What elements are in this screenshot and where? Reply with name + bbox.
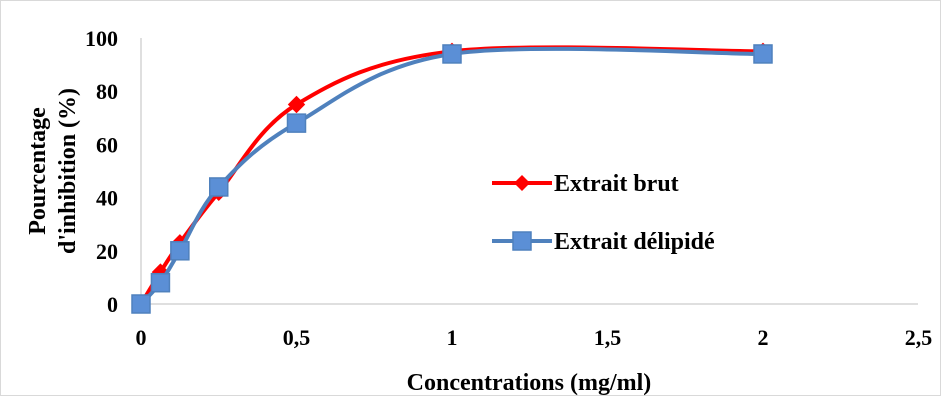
x-tick-label: 1 bbox=[447, 325, 458, 350]
legend-label: Extrait délipidé bbox=[554, 229, 715, 255]
series-layer bbox=[131, 42, 773, 314]
y-tick-label: 0 bbox=[107, 292, 118, 317]
y-axis-title-line: d'inhibition (%) bbox=[55, 88, 81, 254]
y-axis-title-line: Pourcentage bbox=[25, 107, 51, 235]
y-axis-title: Pourcentage d'inhibition (%) bbox=[25, 88, 81, 254]
legend: Extrait brut Extrait délipidé bbox=[492, 171, 715, 255]
legend-label: Extrait brut bbox=[554, 171, 679, 197]
data-point-square bbox=[442, 44, 462, 64]
y-tick-label: 20 bbox=[96, 239, 118, 264]
y-tick-label: 60 bbox=[96, 132, 118, 157]
data-point-diamond bbox=[287, 95, 306, 114]
data-point-square bbox=[150, 272, 171, 293]
y-tick-label: 100 bbox=[85, 26, 118, 51]
legend-item: Extrait délipidé bbox=[492, 229, 715, 255]
x-tick-label: 2,5 bbox=[905, 325, 933, 350]
data-point-square bbox=[131, 294, 151, 314]
y-tick-label: 40 bbox=[96, 186, 118, 211]
series-extrait-delipide bbox=[131, 44, 773, 314]
legend-marker-diamond bbox=[514, 175, 530, 191]
x-axis-title: Concentrations (mg/ml) bbox=[407, 370, 652, 396]
x-tick-label: 1,5 bbox=[594, 325, 622, 350]
data-point-square bbox=[753, 44, 773, 64]
y-axis-ticks: 0 20 40 60 80 100 bbox=[85, 26, 118, 317]
data-point-square bbox=[170, 241, 190, 261]
legend-marker-square bbox=[512, 231, 532, 251]
legend-item: Extrait brut bbox=[492, 171, 679, 197]
data-point-square bbox=[286, 113, 307, 133]
y-tick-label: 80 bbox=[96, 79, 118, 104]
x-tick-label: 2 bbox=[758, 325, 769, 350]
data-point-square bbox=[209, 177, 229, 197]
x-tick-label: 0,5 bbox=[283, 325, 311, 350]
x-axis-ticks: 0 0,5 1 1,5 2 2,5 bbox=[136, 325, 933, 350]
x-tick-label: 0 bbox=[136, 325, 147, 350]
